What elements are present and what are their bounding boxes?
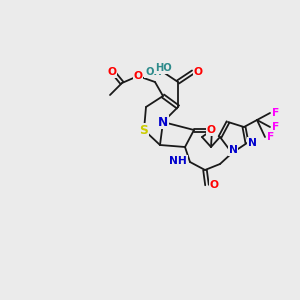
Text: HO: HO — [154, 63, 171, 73]
Text: F: F — [267, 132, 274, 142]
Text: O: O — [134, 71, 142, 81]
Text: N: N — [248, 138, 257, 148]
Text: O: O — [194, 67, 203, 77]
Text: O: O — [206, 125, 215, 135]
Text: S: S — [140, 124, 148, 136]
Text: F: F — [272, 122, 279, 132]
Text: O: O — [210, 180, 219, 190]
Text: OH: OH — [145, 67, 162, 77]
Text: F: F — [272, 108, 279, 118]
Text: NH: NH — [169, 156, 187, 166]
Text: N: N — [158, 116, 168, 128]
Text: O: O — [107, 67, 116, 77]
Text: N: N — [229, 145, 237, 155]
